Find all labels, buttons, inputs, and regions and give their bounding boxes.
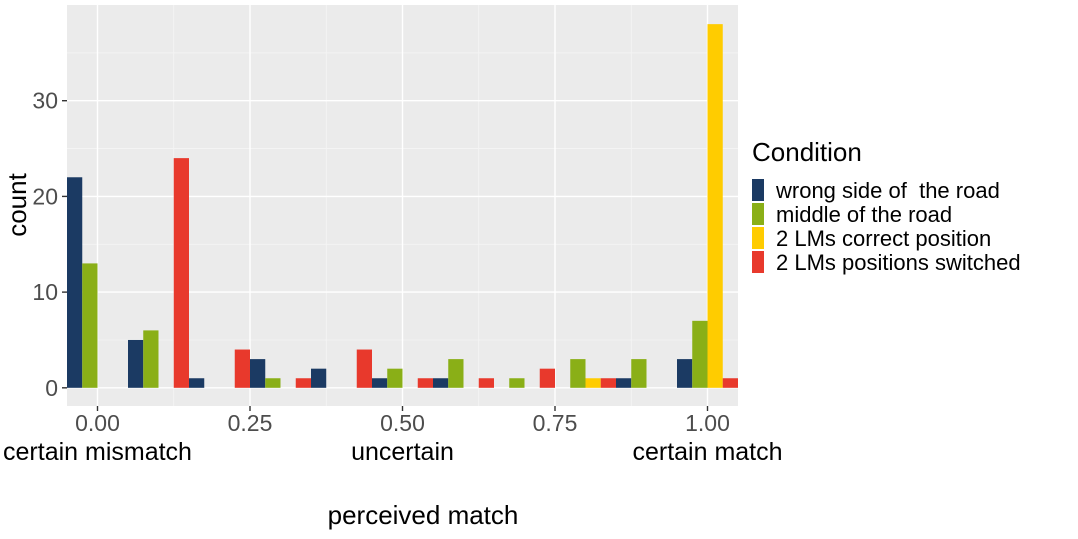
x-tick-label: 0.75 bbox=[533, 410, 578, 436]
bar bbox=[82, 263, 98, 388]
bar bbox=[722, 378, 738, 388]
legend-swatch bbox=[752, 227, 764, 249]
bar bbox=[677, 359, 693, 388]
bar bbox=[585, 378, 601, 388]
bar bbox=[539, 368, 555, 388]
legend-swatch bbox=[752, 179, 764, 201]
bar bbox=[128, 339, 144, 388]
legend-label: 2 LMs correct position bbox=[776, 226, 991, 251]
bar bbox=[448, 359, 464, 388]
bar bbox=[311, 368, 327, 388]
bar bbox=[478, 378, 494, 388]
y-tick-label: 10 bbox=[32, 279, 58, 305]
bar bbox=[143, 330, 159, 388]
x-tick-label: 1.00 bbox=[685, 410, 730, 436]
bar bbox=[509, 378, 525, 388]
y-tick-label: 20 bbox=[32, 183, 58, 209]
bar bbox=[570, 359, 586, 388]
bar bbox=[417, 378, 433, 388]
x-tick-sublabel: certain mismatch bbox=[3, 438, 192, 466]
bar bbox=[295, 378, 311, 388]
bar bbox=[250, 359, 266, 388]
y-axis-title: count bbox=[2, 172, 32, 236]
y-tick-label: 30 bbox=[32, 88, 58, 114]
bar bbox=[265, 378, 281, 388]
bar bbox=[189, 378, 205, 388]
bar bbox=[692, 320, 708, 388]
legend-swatch bbox=[752, 251, 764, 273]
bar bbox=[631, 359, 647, 388]
bar bbox=[173, 158, 189, 388]
x-axis-title: perceived match bbox=[328, 500, 519, 530]
bar bbox=[356, 349, 372, 388]
bar bbox=[387, 368, 403, 388]
bar bbox=[600, 378, 616, 388]
x-tick-label: 0.25 bbox=[228, 410, 273, 436]
bars-group bbox=[67, 24, 738, 388]
x-tick-label: 0.00 bbox=[75, 410, 120, 436]
bar bbox=[372, 378, 388, 388]
legend-label: wrong side of the road bbox=[775, 178, 1000, 203]
legend-label: middle of the road bbox=[776, 202, 952, 227]
bar bbox=[707, 24, 723, 388]
x-tick-sublabel: certain match bbox=[632, 438, 782, 466]
x-tick-label: 0.50 bbox=[380, 410, 425, 436]
x-tick-sublabel: uncertain bbox=[351, 438, 454, 466]
bar bbox=[616, 378, 632, 388]
bar bbox=[234, 349, 250, 388]
legend-title: Condition bbox=[752, 137, 862, 167]
bar bbox=[67, 177, 83, 388]
legend-label: 2 LMs positions switched bbox=[776, 250, 1021, 275]
y-tick-label: 0 bbox=[45, 375, 58, 401]
y-axis: 0 10 20 30 bbox=[32, 88, 67, 401]
bar bbox=[433, 378, 449, 388]
legend-swatch bbox=[752, 203, 764, 225]
